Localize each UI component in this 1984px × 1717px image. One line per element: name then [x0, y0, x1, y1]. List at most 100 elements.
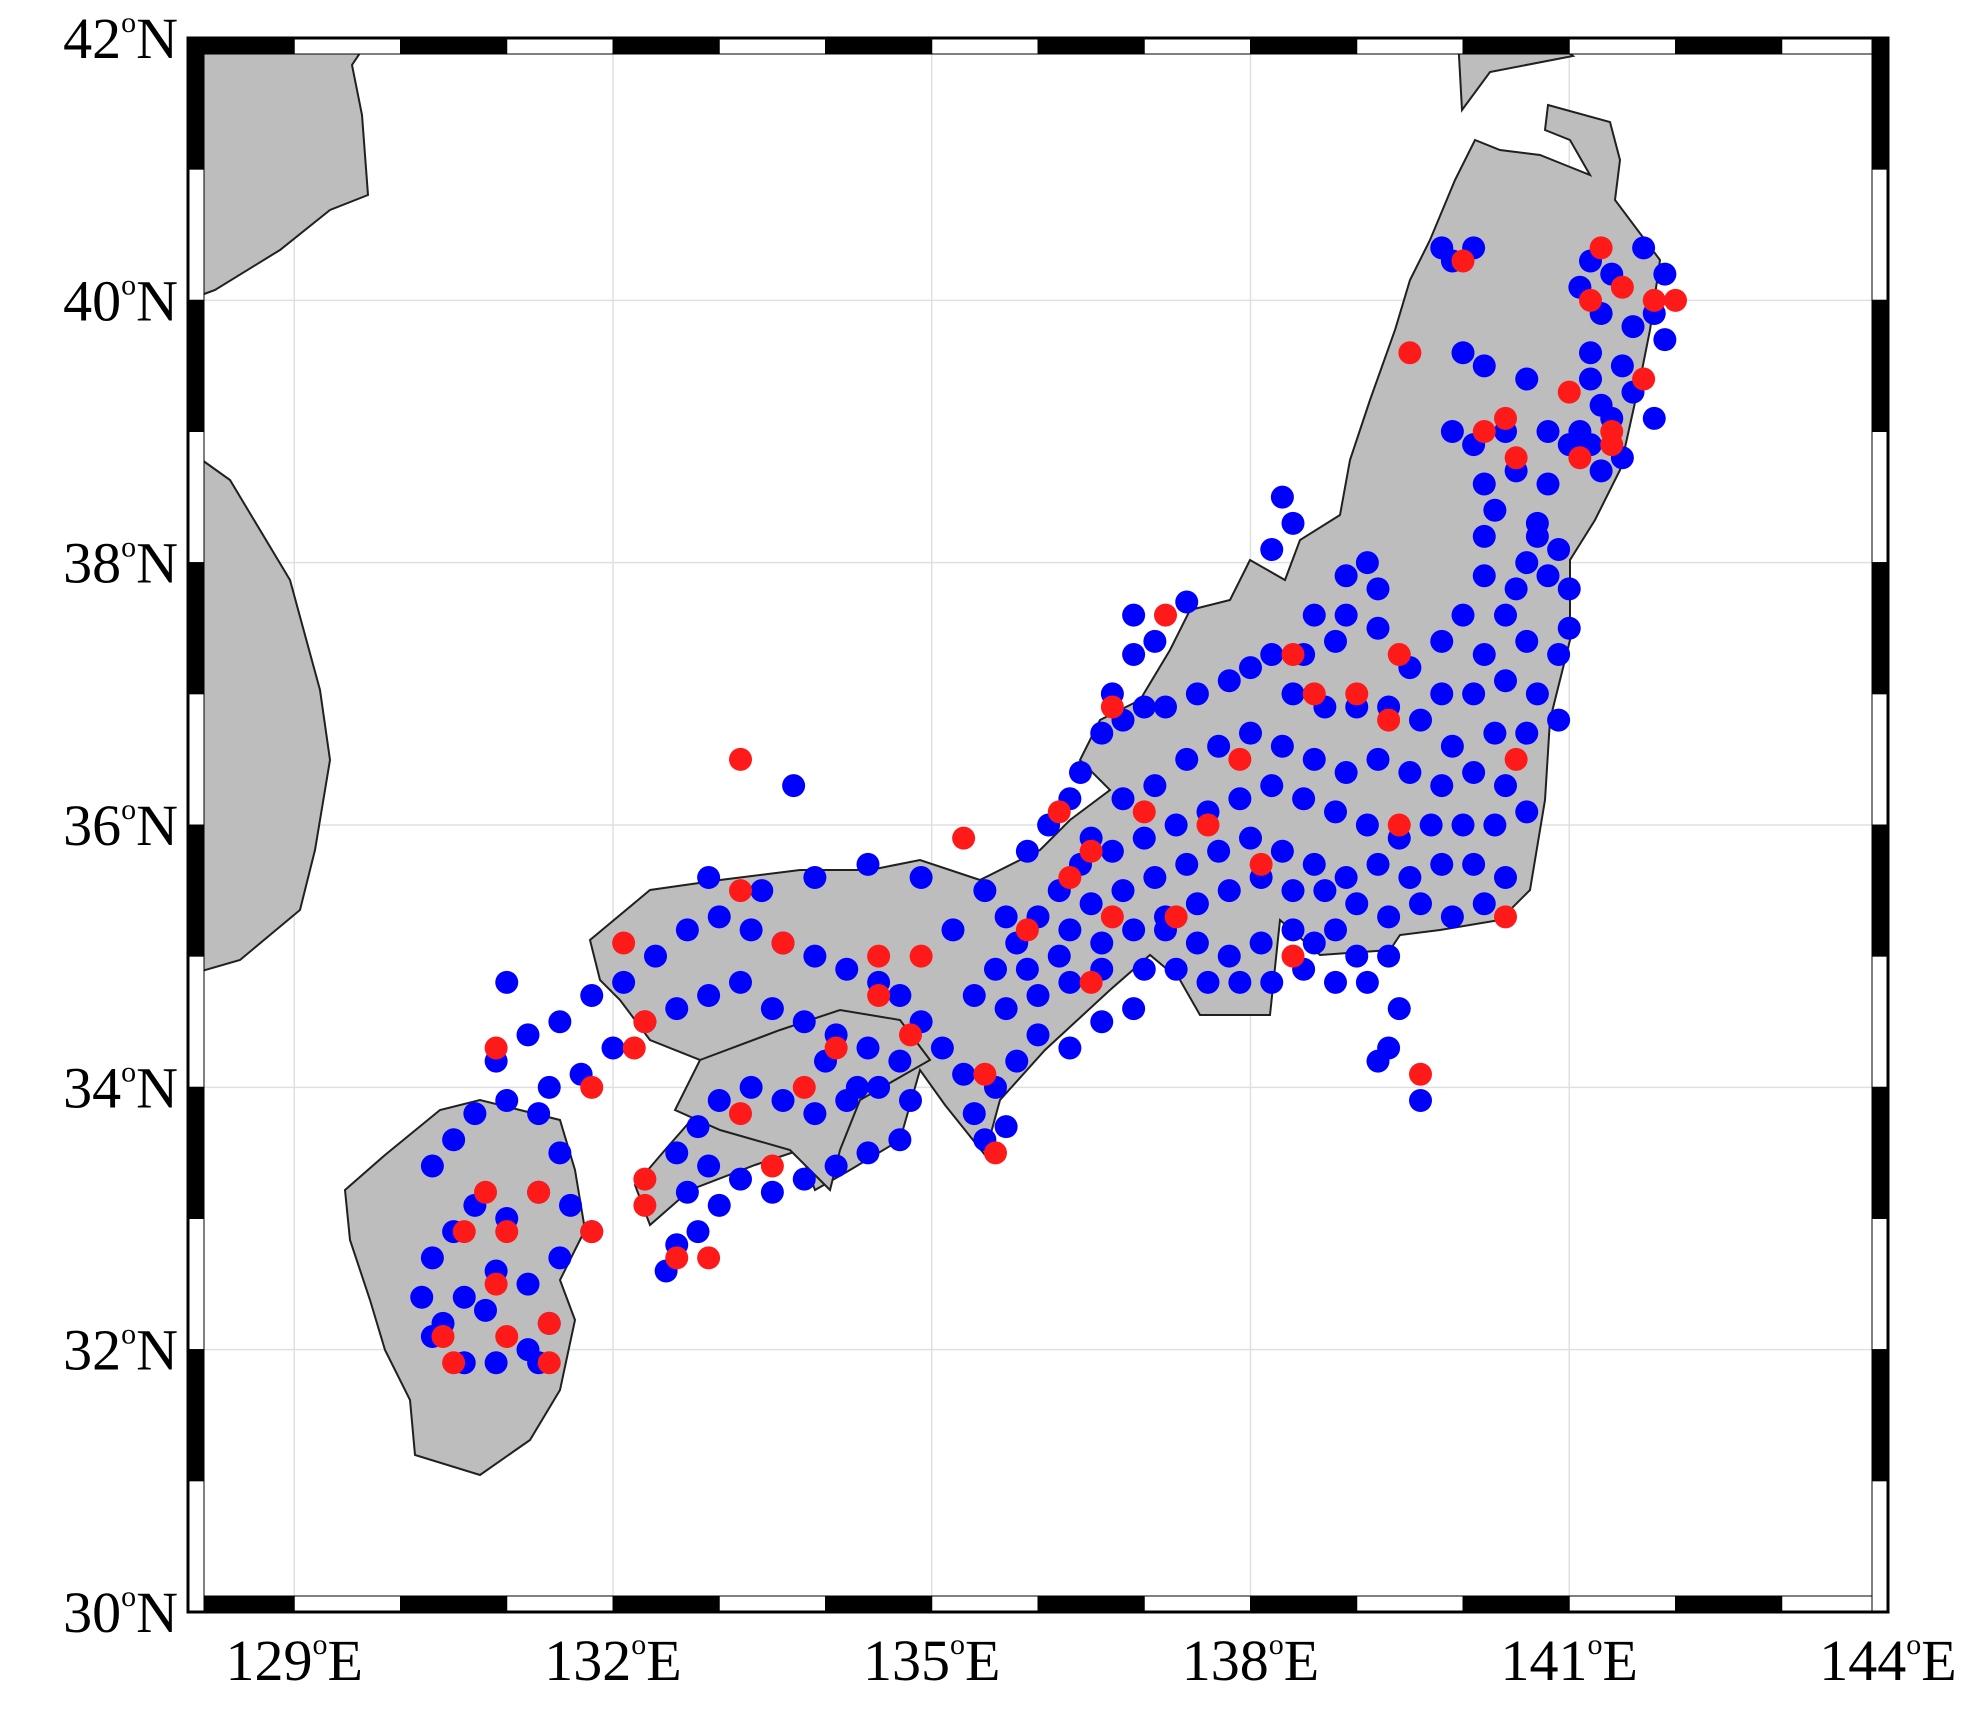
red-station-point [1494, 905, 1517, 929]
blue-station-point [1547, 538, 1571, 562]
blue-station-point [1494, 774, 1517, 798]
red-station-point [899, 1023, 922, 1047]
x-tick-label: 129oE [226, 1628, 363, 1693]
tick-value: 42 [63, 6, 121, 71]
blue-station-point [580, 984, 604, 1008]
blue-station-point [1239, 721, 1262, 745]
blue-station-point [1058, 970, 1082, 994]
frame-segment-left [187, 299, 205, 433]
red-station-point [665, 1246, 689, 1270]
blue-station-point [1515, 551, 1539, 575]
blue-station-point [1451, 603, 1475, 627]
red-station-point [1387, 642, 1411, 666]
red-station-point [527, 1180, 551, 1204]
red-station-point [1058, 865, 1082, 889]
tick-degree-mark: o [121, 268, 136, 301]
blue-station-point [1398, 865, 1422, 889]
tick-degree-mark: o [121, 531, 136, 564]
blue-station-point [675, 1180, 699, 1204]
blue-station-point [1228, 970, 1252, 994]
red-station-point [824, 1036, 848, 1060]
blue-station-point [1547, 708, 1571, 732]
blue-station-point [1196, 970, 1220, 994]
frame-segment-top [1356, 37, 1464, 55]
blue-station-point [1185, 931, 1209, 955]
y-tick-label: 30oN [63, 1580, 178, 1645]
blue-station-point [1122, 642, 1146, 666]
blue-station-point [1536, 472, 1560, 496]
red-station-point [622, 1036, 646, 1060]
blue-station-point [1249, 931, 1273, 955]
frame-segment-top [1143, 37, 1251, 55]
blue-station-point [1472, 472, 1496, 496]
red-station-point [792, 1075, 816, 1099]
blue-station-point [729, 1167, 752, 1191]
red-station-point [1100, 695, 1124, 719]
red-station-point [952, 826, 976, 850]
blue-station-point [994, 905, 1018, 929]
blue-station-point [1079, 892, 1103, 916]
blue-station-point [1366, 852, 1390, 876]
tick-degree-mark: o [1269, 1628, 1284, 1661]
frame-segment-bottom [293, 1595, 401, 1613]
blue-station-point [1419, 813, 1443, 837]
blue-station-point [1515, 800, 1539, 824]
tick-hemisphere: E [1284, 1628, 1319, 1693]
blue-station-point [1260, 538, 1284, 562]
red-station-point [1409, 1062, 1432, 1086]
blue-station-point [1440, 734, 1464, 758]
blue-station-point [1324, 800, 1347, 824]
blue-station-point [410, 1285, 434, 1309]
blue-station-point [1217, 944, 1241, 968]
blue-station-point [697, 1154, 721, 1178]
x-tick-label: 141oE [1501, 1628, 1638, 1693]
red-station-point [484, 1036, 508, 1060]
red-station-point [729, 1102, 752, 1126]
tick-value: 32 [63, 1318, 121, 1383]
red-station-point [1398, 341, 1422, 365]
blue-station-point [803, 865, 827, 889]
blue-station-point [1207, 734, 1231, 758]
blue-station-point [1653, 262, 1677, 286]
blue-station-point [1515, 629, 1539, 653]
blue-station-point [1292, 787, 1316, 811]
blue-station-point [1515, 367, 1539, 391]
blue-station-point [1472, 354, 1496, 378]
red-station-point [442, 1351, 466, 1375]
blue-station-point [1653, 328, 1677, 352]
land-hokkaido [1456, 38, 1576, 113]
tick-degree-mark: o [121, 1318, 136, 1351]
blue-station-point [1451, 341, 1475, 365]
red-station-point [537, 1351, 561, 1375]
frame-segment-left [187, 1086, 205, 1220]
blue-station-point [1090, 721, 1114, 745]
tick-degree-mark: o [1906, 1628, 1921, 1661]
red-station-point [484, 1272, 508, 1296]
blue-station-point [1260, 642, 1284, 666]
red-station-point [580, 1220, 604, 1244]
frame-segment-top [612, 37, 720, 55]
blue-station-point [1175, 590, 1199, 614]
blue-station-point [1430, 682, 1454, 706]
blue-station-point [1579, 341, 1602, 365]
red-station-point [1504, 747, 1528, 771]
frame-segment-top [1675, 37, 1783, 55]
red-station-point [1579, 288, 1602, 312]
blue-station-point [1440, 420, 1464, 443]
red-station-point [495, 1220, 519, 1244]
blue-station-point [792, 1167, 816, 1191]
blue-station-point [1324, 918, 1347, 942]
frame-segment-right [1871, 824, 1889, 957]
red-station-point [1281, 944, 1305, 968]
red-station-point [1079, 970, 1103, 994]
frame-segment-bottom [1037, 1595, 1145, 1613]
frame-segment-left [187, 955, 205, 1088]
frame-segment-top [1250, 37, 1358, 55]
blue-station-point [1440, 905, 1464, 929]
blue-station-point [1632, 236, 1656, 260]
frame-segment-right [1871, 1086, 1889, 1220]
blue-station-point [867, 1075, 891, 1099]
red-station-point [1494, 406, 1517, 430]
blue-station-point [1430, 774, 1454, 798]
frame-segment-left [187, 168, 205, 301]
